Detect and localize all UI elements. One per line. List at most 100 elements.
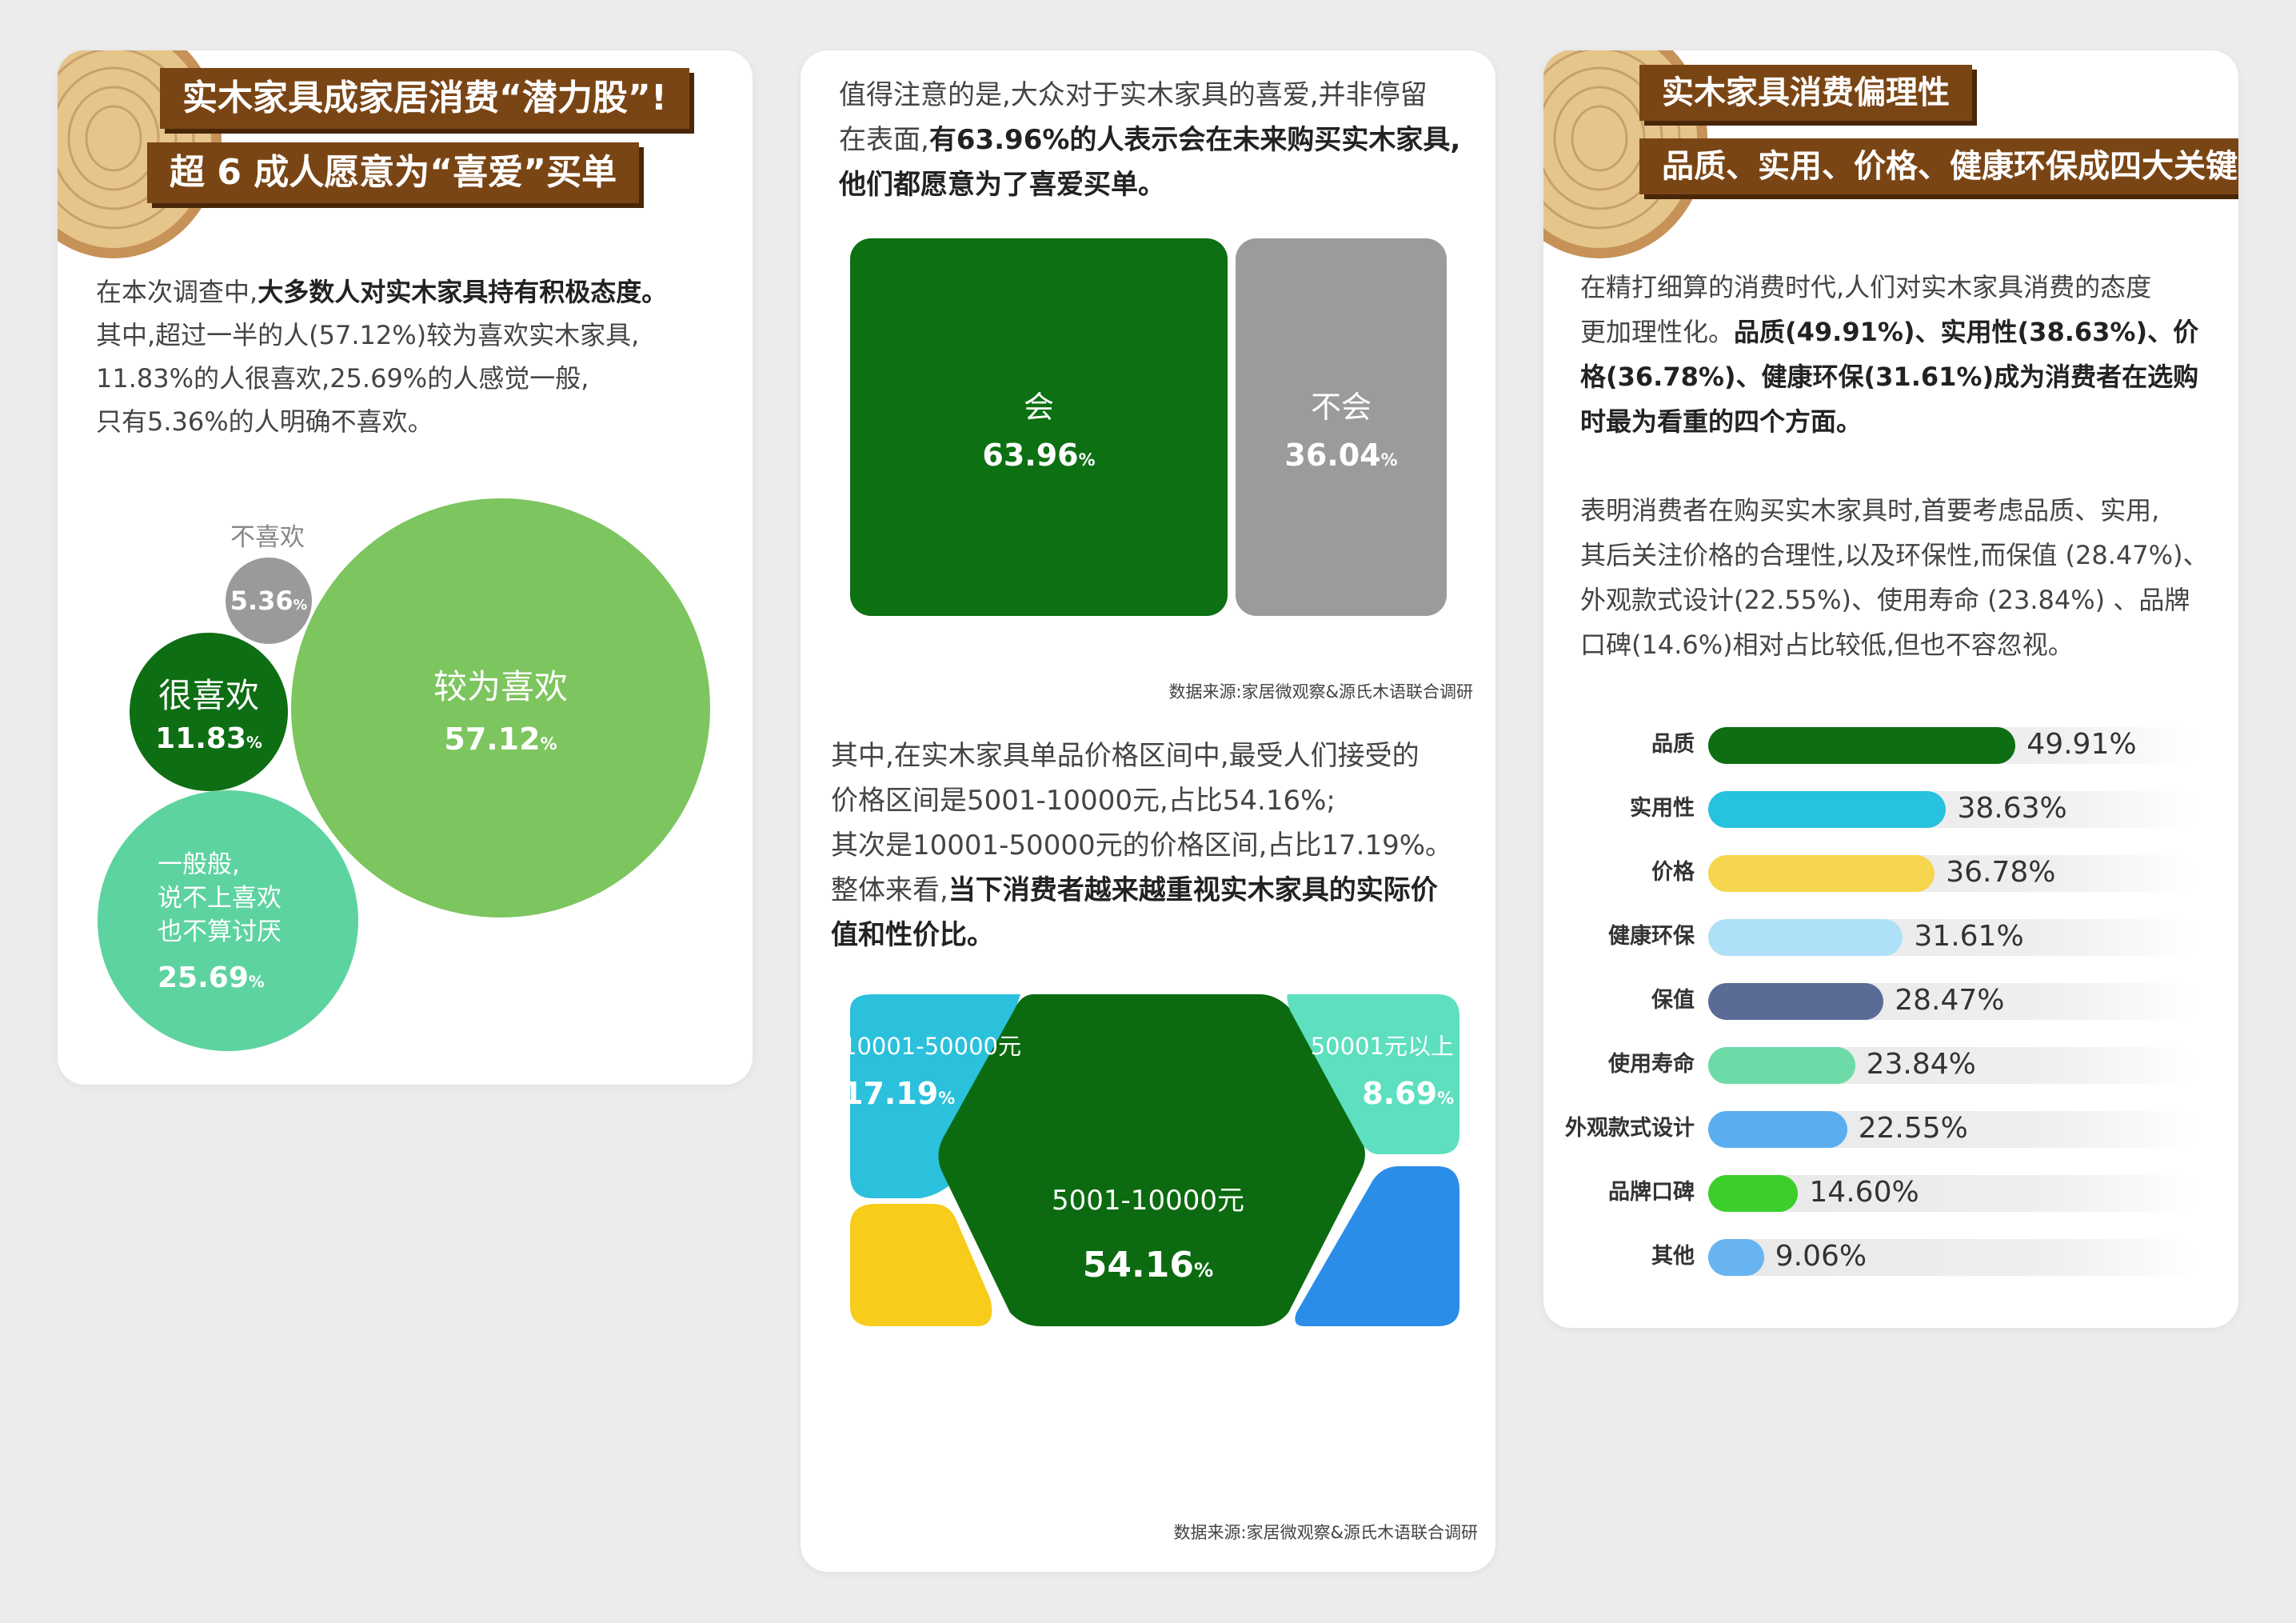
price-label-text: 5000元以下: [1312, 1380, 1441, 1407]
para-line: 在精打细算的消费时代,人们对实木家具消费的态度: [1580, 272, 2152, 302]
bar-value-label: 49.91%: [2026, 728, 2137, 761]
bar-value-label: 28.47%: [1895, 984, 2005, 1017]
para-line: 价格区间是5001-10000元,占比54.16%;: [831, 785, 1336, 817]
block-value: 36.04%: [1284, 437, 1398, 473]
price-value: 8.69%: [1362, 1076, 1454, 1111]
para-bold: 当下消费者越来越重视实木家具的实际价: [948, 874, 1438, 906]
price-value: 54.16%: [1082, 1245, 1214, 1285]
bar-label: 使用寿命: [1608, 1052, 1695, 1077]
card-purchase-intent: 值得注意的是,大众对于实木家具的喜爱,并非停留 在表面,有63.96%的人表示会…: [801, 50, 1495, 1572]
para-bold: 他们都愿意为了喜爱买单。: [839, 169, 1165, 201]
para-line: 只有5.36%的人明确不喜欢。: [96, 406, 433, 437]
price-cell-2000-below: [850, 1204, 992, 1326]
bar-fill: [1708, 727, 2016, 764]
para-bold: 值和性价比。: [831, 919, 994, 951]
price-label-c: 50001元以上 8.69%: [1311, 1028, 1454, 1111]
bar-row: 健康环保 31.61%: [1543, 916, 2238, 957]
bar-fill: [1708, 1175, 1799, 1212]
bar-fill: [1708, 919, 1903, 956]
para-line: 值得注意的是,大众对于实木家具的喜爱,并非停留: [839, 79, 1428, 111]
price-label-text: 10001-50000元: [842, 1033, 1021, 1060]
rational-paragraph-1: 在精打细算的消费时代,人们对实木家具消费的态度 更加理性化。品质(49.91%)…: [1580, 265, 2220, 444]
price-label-d: 13.31% 5000元以下: [1312, 1329, 1441, 1409]
para-line: 表明消费者在购买实木家具时,首要考虑品质、实用,: [1580, 495, 2160, 526]
para-line: 其中,在实木家具单品价格区间中,最受人们接受的: [831, 740, 1420, 772]
bar-label: 价格: [1651, 860, 1695, 885]
price-value: 6.65%: [845, 1340, 942, 1377]
para-bold: 品质(49.91%)、实用性(38.63%)、价: [1734, 317, 2199, 347]
price-label-text: 2000元以下: [845, 1389, 970, 1415]
bar-label: 品质: [1651, 732, 1695, 757]
data-source: 数据来源:家居微观察&源氏木语联合调研: [1168, 682, 1473, 702]
block-wont-buy: 不会 36.04%: [1236, 238, 1447, 616]
price-label-text: 5001-10000元: [1052, 1185, 1244, 1217]
bar-row: 外观款式设计 22.55%: [1543, 1108, 2238, 1149]
bar-label: 保值: [1651, 988, 1695, 1013]
price-paragraph: 其中,在实木家具单品价格区间中,最受人们接受的 价格区间是5001-10000元…: [831, 734, 1479, 957]
bubble-value: 57.12%: [444, 721, 557, 757]
para-bold: 大多数人对实木家具持有积极态度。: [258, 277, 668, 307]
price-label-a: 10001-50000元 17.19%: [842, 1028, 1021, 1111]
para-line: 其后关注价格的合理性,以及环保性,而保值 (28.47%)、: [1580, 540, 2209, 570]
para-bold: 格(36.78%)、健康环保(31.61%)成为消费者在选购: [1580, 362, 2199, 392]
rational-paragraph-2: 表明消费者在购买实木家具时,首要考虑品质、实用, 其后关注价格的合理性,以及环保…: [1580, 488, 2228, 667]
bar-row: 实用性 38.63%: [1543, 788, 2238, 829]
price-cell-5001-10000: [938, 994, 1365, 1326]
bubble-label: 很喜欢: [158, 676, 259, 715]
bubble-like: 较为喜欢 57.12%: [291, 498, 710, 917]
intro-paragraph: 在本次调查中,大多数人对实木家具持有积极态度。 其中,超过一半的人(57.12%…: [96, 270, 736, 443]
para-bold: 时最为看重的四个方面。: [1580, 406, 1863, 437]
bar-fill: [1708, 983, 1884, 1020]
bubble-label: 说不上喜欢: [158, 883, 282, 913]
bar-label: 其他: [1651, 1244, 1695, 1269]
card-furniture-attitude: 实木家具成家居消费“潜力股”! 超 6 成人愿意为“喜爱”买单 在本次调查中,大…: [58, 50, 753, 1085]
bubble-value: 5.36%: [230, 586, 308, 616]
bar-fill: [1708, 1111, 1847, 1148]
data-source: 数据来源:家居微观察&源氏木语联合调研: [1173, 1523, 1478, 1542]
para-line: 外观款式设计(22.55%)、使用寿命 (23.84%) 、品牌: [1580, 585, 2190, 615]
bar-label: 外观款式设计: [1565, 1116, 1695, 1141]
bar-value-label: 22.55%: [1858, 1112, 1968, 1145]
bar-value-label: 23.84%: [1866, 1048, 1976, 1081]
para-bold: 有63.96%的人表示会在未来购买实木家具,: [928, 124, 1461, 156]
bubble-label: 较为喜欢: [433, 666, 568, 706]
price-label-e: 6.65% 2000元以下: [845, 1340, 969, 1417]
bubble-label-dislike: 不喜欢: [230, 523, 305, 552]
para-text: 更加理性化。: [1580, 317, 1735, 347]
para-text: 整体来看,: [831, 874, 948, 906]
bar-row: 品质 49.91%: [1543, 724, 2238, 766]
bar-label: 健康环保: [1608, 924, 1695, 949]
para-line: 11.83%的人很喜欢,25.69%的人感觉一般,: [96, 363, 589, 394]
block-value: 63.96%: [982, 437, 1096, 473]
bar-row: 使用寿命 23.84%: [1543, 1044, 2238, 1085]
bar-fill: [1708, 791, 1947, 828]
title-ribbon-1: 实木家具成家居消费“潜力股”!: [160, 68, 689, 129]
price-label-text: 50001元以上: [1310, 1033, 1454, 1060]
price-label-b: 5001-10000元 54.16%: [801, 1178, 1495, 1285]
card-rational-consumption: 实木家具消费偏理性 品质、实用、价格、健康环保成四大关键 在精打细算的消费时代,…: [1543, 50, 2238, 1328]
bar-row: 保值 28.47%: [1543, 980, 2238, 1021]
bar-row: 其他 9.06%: [1543, 1236, 2238, 1277]
price-range-chart: [850, 994, 1459, 1326]
para-line: 其中,超过一半的人(57.12%)较为喜欢实木家具,: [96, 320, 640, 350]
bubble-dislike: 5.36%: [226, 558, 312, 644]
price-cell-10001-50000: [850, 994, 1020, 1198]
title-ribbon-2: 超 6 成人愿意为“喜爱”买单: [147, 142, 640, 203]
para-text: 在本次调查中,: [96, 277, 258, 307]
bar-value-label: 36.78%: [1946, 856, 2056, 889]
bar-value-label: 9.06%: [1775, 1240, 1867, 1273]
bubble-label: 也不算讨厌: [158, 917, 282, 946]
bar-row: 品牌口碑 14.60%: [1543, 1172, 2238, 1213]
bar-fill: [1708, 1047, 1855, 1084]
para-line: 口碑(14.6%)相对占比较低,但也不容忽视。: [1580, 630, 2074, 660]
bubble-value: 11.83%: [155, 722, 262, 755]
bubble-label: 一般般,: [158, 849, 240, 879]
bar-label: 品牌口碑: [1608, 1180, 1695, 1205]
para-line: 其次是10001-50000元的价格区间,占比17.19%。: [831, 829, 1453, 861]
bar-value-label: 14.60%: [1809, 1176, 1919, 1209]
price-cell-50001-above: [1287, 994, 1459, 1154]
purchase-paragraph: 值得注意的是,大众对于实木家具的喜爱,并非停留 在表面,有63.96%的人表示会…: [839, 73, 1479, 207]
para-text: 在表面,: [839, 124, 929, 156]
title-ribbon-1: 实木家具消费偏理性: [1639, 65, 1972, 121]
bar-value-label: 38.63%: [1957, 792, 2067, 825]
